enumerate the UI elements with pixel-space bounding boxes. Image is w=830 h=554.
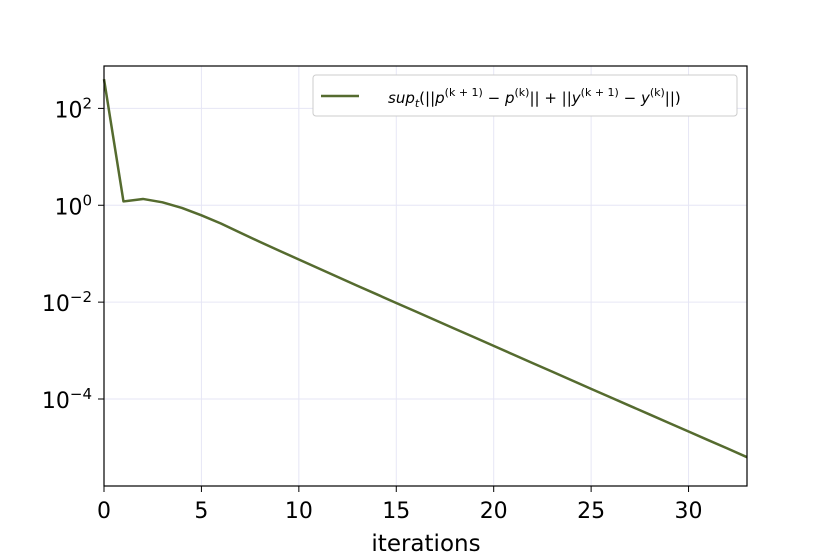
x-tick-label: 15 <box>382 499 410 524</box>
x-tick-label: 0 <box>97 499 111 524</box>
x-axis-title: iterations <box>371 531 480 554</box>
series-line <box>102 79 748 459</box>
x-tick-label: 10 <box>285 499 313 524</box>
x-tick-label: 25 <box>577 499 605 524</box>
y-tick-label: 10−4 <box>42 385 92 414</box>
y-tick-label: 10−2 <box>42 288 92 317</box>
x-axis-ticks: 0 5 10 15 20 25 30 <box>97 486 703 524</box>
axes-frame <box>103 65 748 487</box>
legend: supt(||p(k + 1) − p(k)|| + ||y(k + 1) − … <box>312 74 738 117</box>
y-axis-ticks: 102 100 10−2 10−4 <box>42 94 104 414</box>
y-tick-label: 100 <box>54 191 92 220</box>
x-tick-label: 30 <box>675 499 703 524</box>
legend-label: supt(||p(k + 1) − p(k)|| + ||y(k + 1) − … <box>388 86 681 110</box>
legend-box <box>312 74 738 117</box>
x-tick-label: 5 <box>194 499 208 524</box>
y-tick-label: 102 <box>54 94 92 123</box>
x-tick-label: 20 <box>480 499 508 524</box>
grid <box>103 66 747 486</box>
plot-area <box>102 79 748 459</box>
